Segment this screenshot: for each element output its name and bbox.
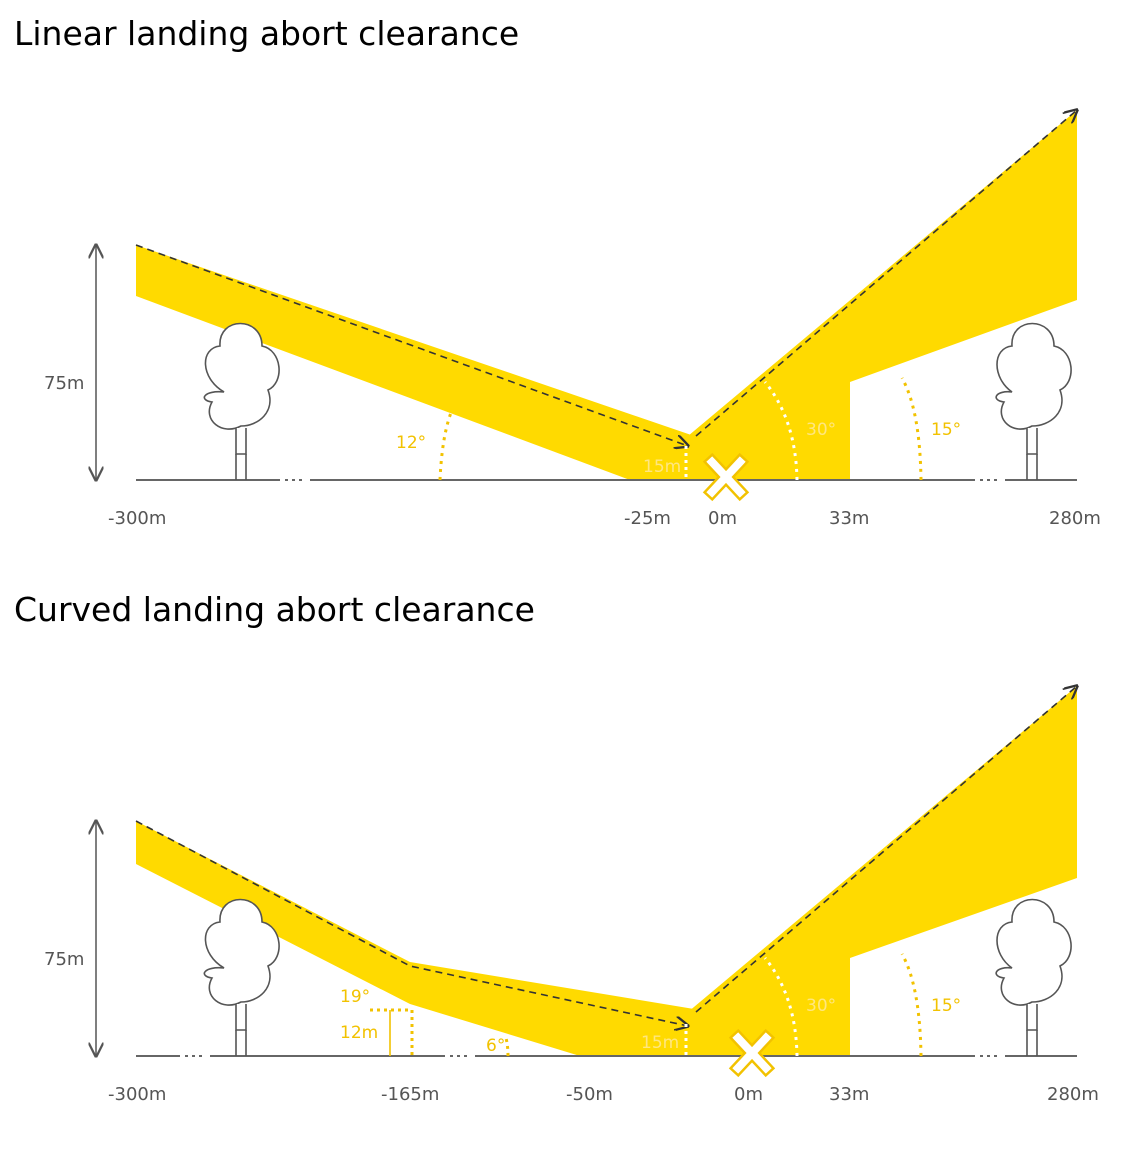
departure-steep-angle-label: 30° xyxy=(806,996,836,1016)
x-label: -25m xyxy=(624,508,671,529)
approach-lower-angle-label: 6° xyxy=(486,1036,505,1056)
approach-angle-label: 12° xyxy=(396,433,426,453)
x-label: -300m xyxy=(108,1084,166,1105)
departure-shallow-angle-label: 15° xyxy=(931,996,961,1016)
approach-zone xyxy=(136,245,700,480)
pad-height-label: 15m xyxy=(641,1033,679,1053)
tree-icon xyxy=(203,898,280,1056)
x-label: 33m xyxy=(829,1084,869,1105)
diagram-title-curved: Curved landing abort clearance xyxy=(14,590,535,629)
angle-arc xyxy=(438,409,454,481)
tree-icon xyxy=(995,898,1072,1056)
x-label: 0m xyxy=(708,508,737,529)
x-label: -165m xyxy=(381,1084,439,1105)
approach-upper-angle-label: 19° xyxy=(340,987,370,1007)
x-label: 0m xyxy=(734,1084,763,1105)
pad-height-label: 15m xyxy=(643,457,681,477)
linear-abort-diagram: 75m 12° 30° 15° 15m -300m -25m 0m 33m 28… xyxy=(44,90,1101,529)
x-label: 33m xyxy=(829,508,869,529)
tree-icon xyxy=(203,322,280,480)
angle-arc xyxy=(900,953,923,1057)
departure-steep-angle-label: 30° xyxy=(806,420,836,440)
x-label: 280m xyxy=(1049,508,1101,529)
landing-pad-icon xyxy=(728,1028,776,1078)
curved-abort-diagram: 75m 19° 12m 6° 30° 15° 15m -300m -165m - xyxy=(44,666,1099,1105)
height-label: 75m xyxy=(44,373,84,394)
transition-height-label: 12m xyxy=(340,1023,378,1043)
tree-icon xyxy=(995,322,1072,480)
departure-shallow-angle-label: 15° xyxy=(931,420,961,440)
height-label: 75m xyxy=(44,949,84,970)
departure-zone xyxy=(688,686,1077,1056)
angle-arc xyxy=(900,377,923,481)
landing-pad-icon xyxy=(702,452,750,502)
diagram-title-linear: Linear landing abort clearance xyxy=(14,14,520,53)
departure-zone xyxy=(688,110,1077,480)
approach-zone xyxy=(136,821,700,1056)
x-label: -50m xyxy=(566,1084,613,1105)
x-label: 280m xyxy=(1047,1084,1099,1105)
approach-path xyxy=(135,244,688,446)
angle-arc xyxy=(504,1037,510,1057)
x-label: -300m xyxy=(108,508,166,529)
